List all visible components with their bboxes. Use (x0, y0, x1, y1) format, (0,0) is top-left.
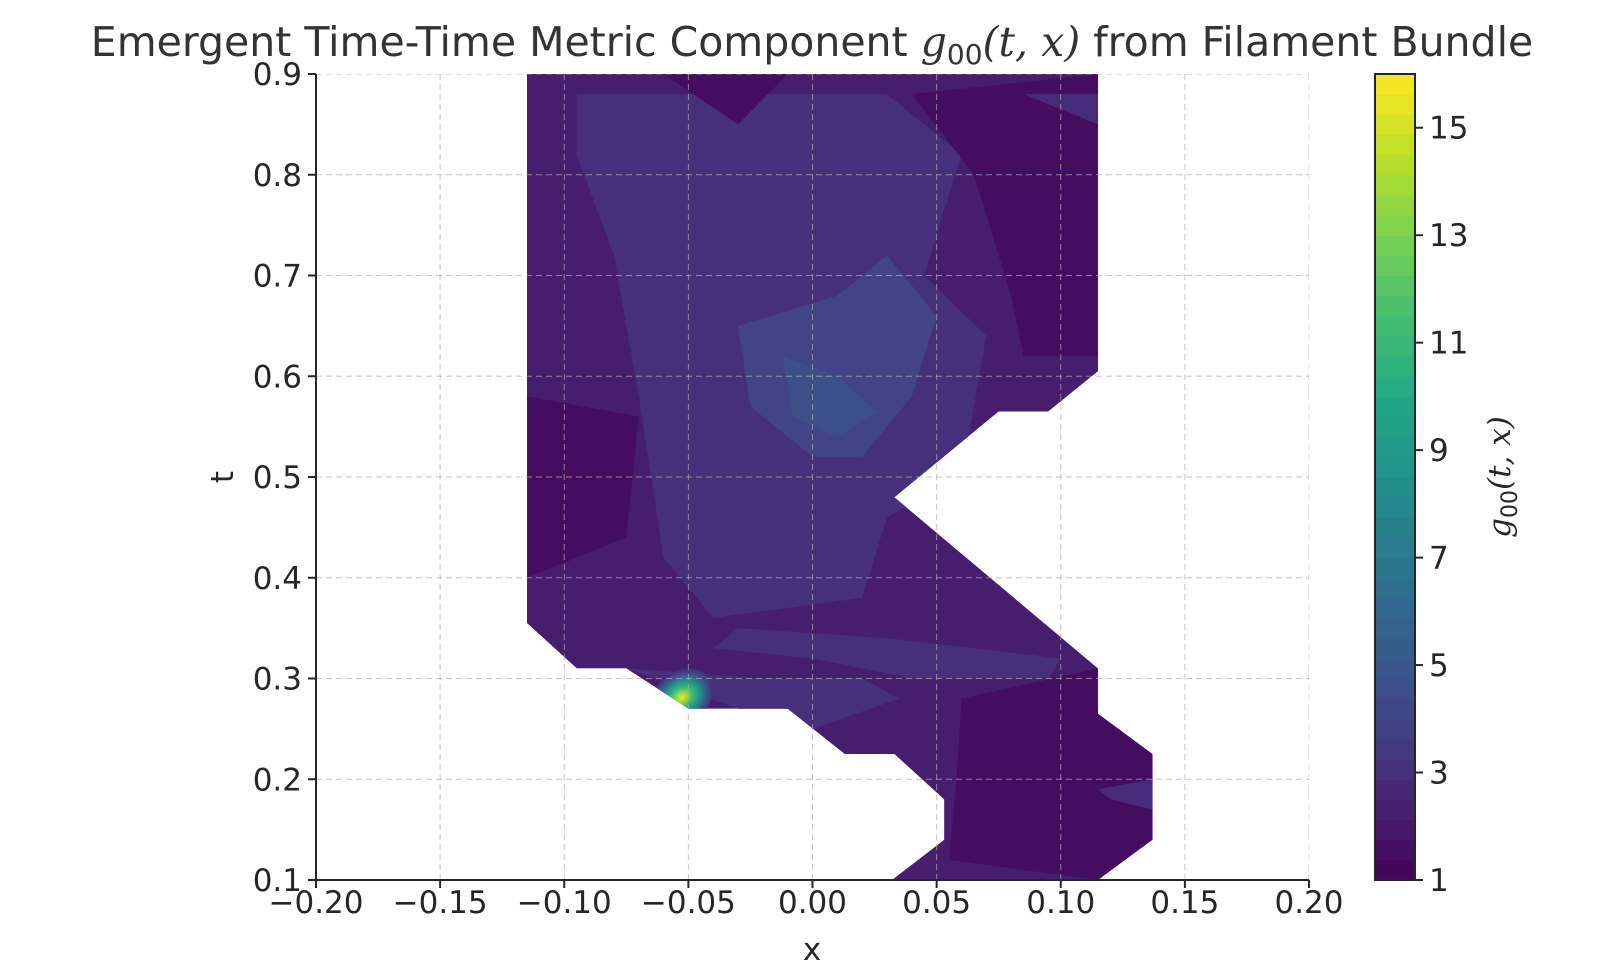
colorbar-band (1375, 718, 1415, 740)
x-tick-label: −0.05 (641, 885, 736, 921)
colorbar-band (1375, 698, 1415, 720)
y-tick-label: 0.1 (253, 863, 302, 899)
colorbar-band (1375, 497, 1415, 518)
contour-region (713, 628, 1061, 679)
colorbar-band (1375, 537, 1415, 559)
colorbar-band (1375, 819, 1415, 841)
grid-lines (316, 74, 1309, 880)
chart-title-args: (t, x) (983, 18, 1081, 66)
colorbar-bands (1375, 74, 1415, 881)
y-tick-label: 0.9 (253, 57, 302, 93)
colorbar-tick-label: 3 (1429, 756, 1449, 792)
y-tick-label: 0.7 (253, 259, 302, 295)
x-tick-label: −0.15 (393, 885, 488, 921)
colorbar-band (1375, 759, 1415, 780)
x-tick-label: −0.20 (269, 885, 364, 921)
colorbar-band (1375, 194, 1415, 216)
y-tick-label: 0.2 (253, 762, 302, 798)
colorbar-band (1375, 477, 1415, 498)
colorbar-band (1375, 517, 1415, 539)
colorbar-band (1375, 618, 1415, 639)
colorbar-band (1375, 235, 1415, 256)
x-axis-label: x (803, 932, 821, 968)
contour-region (1098, 779, 1153, 810)
colorbar-tick-label: 9 (1429, 433, 1449, 469)
colorbar-band (1375, 597, 1415, 619)
y-axis-label: t (205, 471, 241, 483)
colorbar-band (1375, 436, 1415, 458)
colorbar-band (1375, 799, 1415, 821)
colorbar-band (1375, 658, 1415, 680)
colorbar-band (1375, 577, 1415, 599)
y-tick-label: 0.4 (253, 561, 302, 597)
colorbar-band (1375, 94, 1415, 115)
colorbar-band (1375, 114, 1415, 136)
colorbar-band (1375, 154, 1415, 176)
contour-region (663, 74, 788, 125)
colorbar-band (1375, 134, 1415, 156)
colorbar-band (1375, 74, 1415, 95)
colorbar-band (1375, 335, 1415, 357)
chart-title-suffix: from Filament Bundle (1080, 18, 1533, 66)
y-axis-ticks: 0.1 0.2 0.3 0.4 0.5 0.6 0.7 0.8 0.9 (253, 57, 316, 899)
contour-region (527, 396, 639, 578)
x-tick-label: 0.10 (1026, 885, 1095, 921)
colorbar-band (1375, 557, 1415, 579)
colorbar-band (1375, 859, 1415, 881)
colorbar-band (1375, 456, 1415, 478)
x-tick-label: −0.10 (517, 885, 612, 921)
colorbar-tick-label: 1 (1429, 863, 1449, 899)
x-tick-label: 0.20 (1274, 885, 1343, 921)
colorbar-band (1375, 779, 1415, 800)
colorbar-band (1375, 356, 1415, 377)
y-tick-label: 0.3 (253, 662, 302, 698)
colorbar-band (1375, 295, 1415, 317)
colorbar-frame (1374, 73, 1416, 881)
colorbar-label-subscript: 00 (1498, 490, 1523, 518)
colorbar-band (1375, 839, 1415, 861)
colorbar-label-args: (t, x) (1482, 416, 1518, 490)
y-tick-label: 0.8 (253, 158, 302, 194)
colorbar-label-symbol: g (1482, 518, 1518, 538)
plot-area (316, 74, 1309, 880)
colorbar-band (1375, 416, 1415, 438)
contour-region (949, 668, 1153, 880)
colorbar-tick-label: 5 (1429, 648, 1449, 684)
x-axis-ticks: −0.20 −0.15 −0.10 −0.05 0.00 0.05 0.10 0.15 0.20 (269, 880, 1344, 921)
colorbar-band (1375, 255, 1415, 277)
contour-region (911, 74, 1098, 357)
chart-title: Emergent Time-Time Metric Component g00(… (91, 18, 1533, 71)
colorbar-band (1375, 396, 1415, 418)
colorbar-band (1375, 315, 1415, 337)
colorbar-band (1375, 678, 1415, 700)
chart-title-subscript: 00 (947, 38, 983, 71)
colorbar-tick-label: 15 (1429, 111, 1468, 147)
x-tick-label: 0.15 (1150, 885, 1219, 921)
y-tick-label: 0.6 (253, 359, 302, 395)
colorbar-band (1375, 275, 1415, 297)
contour-region (738, 255, 937, 457)
colorbar-band (1375, 638, 1415, 659)
x-tick-label: 0.00 (778, 885, 847, 921)
colorbar-tick-label: 13 (1429, 218, 1468, 254)
chart-title-text: Emergent Time-Time Metric Component (91, 18, 921, 66)
x-tick-label: 0.05 (902, 885, 971, 921)
colorbar-band (1375, 215, 1415, 236)
y-tick-label: 0.5 (253, 460, 302, 496)
colorbar-tick-label: 11 (1429, 326, 1468, 362)
colorbar-label: g00(t, x) (1482, 416, 1523, 538)
colorbar-tick-label: 7 (1429, 541, 1449, 577)
colorbar-band (1375, 174, 1415, 196)
colorbar-band (1375, 738, 1415, 760)
colorbar-band (1375, 376, 1415, 397)
chart-title-symbol: g (921, 18, 947, 66)
